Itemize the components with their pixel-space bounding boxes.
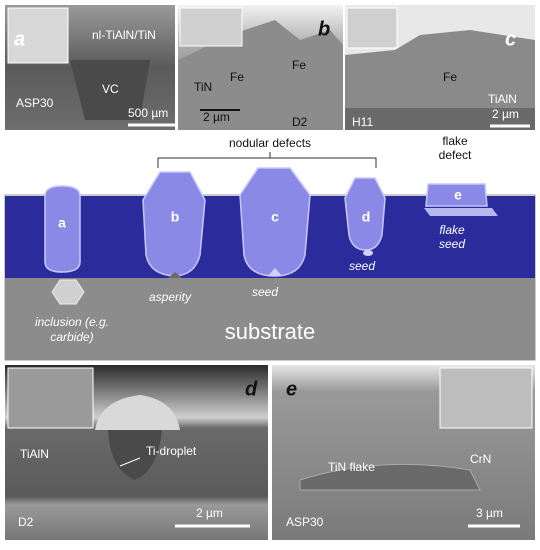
label: Fe [292,58,306,72]
inclusion [51,279,85,305]
defect-label: c [271,209,279,225]
group-label: defect [439,148,472,162]
annotation: flake [439,223,465,237]
defect-shape [44,185,81,273]
label: ASP30 [286,515,324,529]
defect-label: b [171,209,180,225]
defect-label: d [362,209,371,225]
panel-a: a nl-TiAlN/TiN VC ASP30 500 µm [5,5,175,130]
panel-c: c Fe TiAlN H11 2 µm [345,5,535,130]
label: Ti-droplet [146,444,197,458]
label: H11 [352,115,373,129]
flake-seed [424,208,498,216]
label: ASP30 [16,96,54,110]
inset [7,7,69,64]
label: TiN [194,80,212,94]
substrate-label: substrate [225,319,316,344]
scale-label: 2 µm [492,107,519,121]
label: Fe [230,70,244,84]
scale-label: 3 µm [476,506,503,520]
label: D2 [18,515,34,529]
scale-label: 2 µm [196,506,223,520]
group-label: flake [442,134,468,148]
panel-b: b TiN Fe Fe 2 µm D2 [178,5,343,130]
asperity-mark [168,272,182,278]
annotation: asperity [149,290,192,304]
defect-label: e [454,187,462,203]
label: D2 [292,115,308,129]
annotation: carbide) [50,330,93,344]
annotation: seed [439,237,465,251]
droplet-cap [95,395,180,430]
annotation: seed [252,285,278,299]
scale-label: 500 µm [128,106,168,120]
panel-e: e TiN flake CrN ASP30 3 µm [272,365,535,540]
tin-flake [299,463,481,491]
bracket [157,152,377,168]
defect-label: a [58,215,66,231]
panel-label: e [286,378,297,400]
label: Fe [443,70,457,84]
panel-label: d [245,378,258,400]
panel-label: c [505,28,516,50]
droplet [108,430,162,480]
label: TiN flake [328,460,375,474]
label: CrN [470,452,491,466]
label: TiAlN [488,92,517,106]
inset [7,367,94,429]
annotation: seed [349,259,375,273]
pointer [119,457,141,467]
label: VC [102,82,119,96]
schematic: nodular defects flake defect a b c d e i… [4,134,536,361]
substrate [345,108,535,130]
panel-label: a [14,28,25,50]
inset [179,7,243,47]
coating [178,20,343,130]
substrate-layer [5,278,535,360]
label: TiAlN [20,447,49,461]
scale-label: 2 µm [203,110,230,124]
annotation: inclusion (e.g. [35,315,109,329]
seed-mark [268,268,282,276]
inset [439,367,533,429]
defect-shape [425,183,488,207]
group-label: nodular defects [229,136,311,150]
label: nl-TiAlN/TiN [92,28,156,42]
panel-label: b [318,18,330,40]
panel-d: d TiAlN Ti-droplet D2 2 µm [5,365,268,540]
seed-mark [363,250,373,256]
defect-shape [344,177,386,251]
inset [346,7,398,49]
vc-grain [70,60,150,120]
